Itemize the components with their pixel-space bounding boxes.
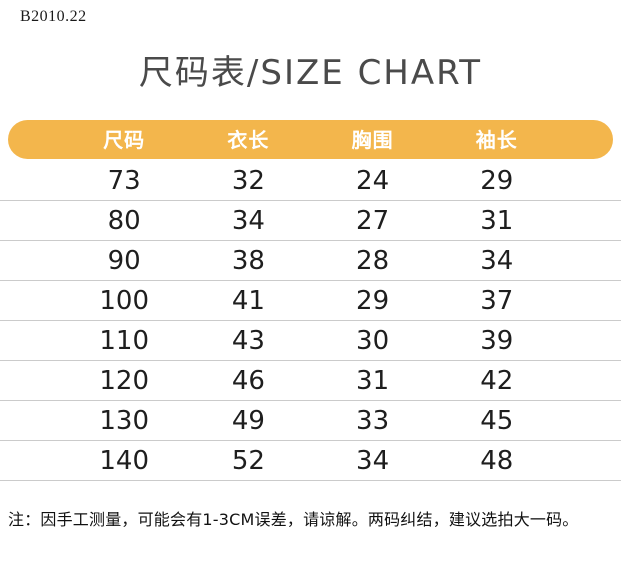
cell-sleeve-length: 48: [480, 445, 514, 476]
cell-garment-length: 46: [231, 365, 265, 396]
table-row: 100 41 29 37: [0, 281, 621, 321]
cell-chest: 29: [356, 285, 390, 316]
table-row: 120 46 31 42: [0, 361, 621, 401]
header-garment-length: 衣长: [227, 127, 270, 152]
cell-chest: 34: [356, 445, 390, 476]
cell-size: 100: [99, 285, 150, 316]
table-row: 110 43 30 39: [0, 321, 621, 361]
cell-size: 130: [99, 405, 150, 436]
cell-chest: 33: [356, 405, 390, 436]
cell-chest: 30: [356, 325, 390, 356]
measurement-note: 注：因手工测量，可能会有1-3CM误差，请谅解。两码纠结，建议选拍大一码。: [8, 510, 579, 529]
cell-sleeve-length: 37: [480, 285, 514, 316]
cell-chest: 27: [356, 205, 390, 236]
product-code: B2010.22: [20, 8, 87, 25]
cell-sleeve-length: 31: [480, 205, 514, 236]
header-chest: 胸围: [351, 127, 394, 152]
cell-size: 140: [99, 445, 150, 476]
cell-size: 80: [107, 205, 141, 236]
table-header-row: 尺码 衣长 胸围 袖长: [8, 120, 613, 159]
cell-sleeve-length: 42: [480, 365, 514, 396]
cell-sleeve-length: 34: [480, 245, 514, 276]
cell-garment-length: 34: [231, 205, 265, 236]
cell-garment-length: 38: [231, 245, 265, 276]
table-row: 73 32 24 29: [0, 161, 621, 201]
cell-sleeve-length: 45: [480, 405, 514, 436]
table-row: 140 52 34 48: [0, 441, 621, 481]
cell-sleeve-length: 29: [480, 165, 514, 196]
cell-size: 120: [99, 365, 150, 396]
cell-size: 110: [99, 325, 150, 356]
header-size: 尺码: [103, 127, 146, 152]
cell-garment-length: 52: [231, 445, 265, 476]
table-row: 130 49 33 45: [0, 401, 621, 441]
page-title: 尺码表/SIZE CHART: [138, 53, 483, 93]
cell-garment-length: 43: [231, 325, 265, 356]
table-row: 80 34 27 31: [0, 201, 621, 241]
cell-size: 73: [107, 165, 141, 196]
cell-chest: 24: [356, 165, 390, 196]
table-row: 90 38 28 34: [0, 241, 621, 281]
cell-size: 90: [107, 245, 141, 276]
cell-garment-length: 49: [231, 405, 265, 436]
header-sleeve-length: 袖长: [475, 127, 518, 152]
cell-chest: 28: [356, 245, 390, 276]
cell-garment-length: 32: [231, 165, 265, 196]
cell-sleeve-length: 39: [480, 325, 514, 356]
cell-garment-length: 41: [231, 285, 265, 316]
cell-chest: 31: [356, 365, 390, 396]
size-table-body: 73 32 24 29 80 34 27 31 90 38 28 34 100 …: [0, 161, 621, 481]
